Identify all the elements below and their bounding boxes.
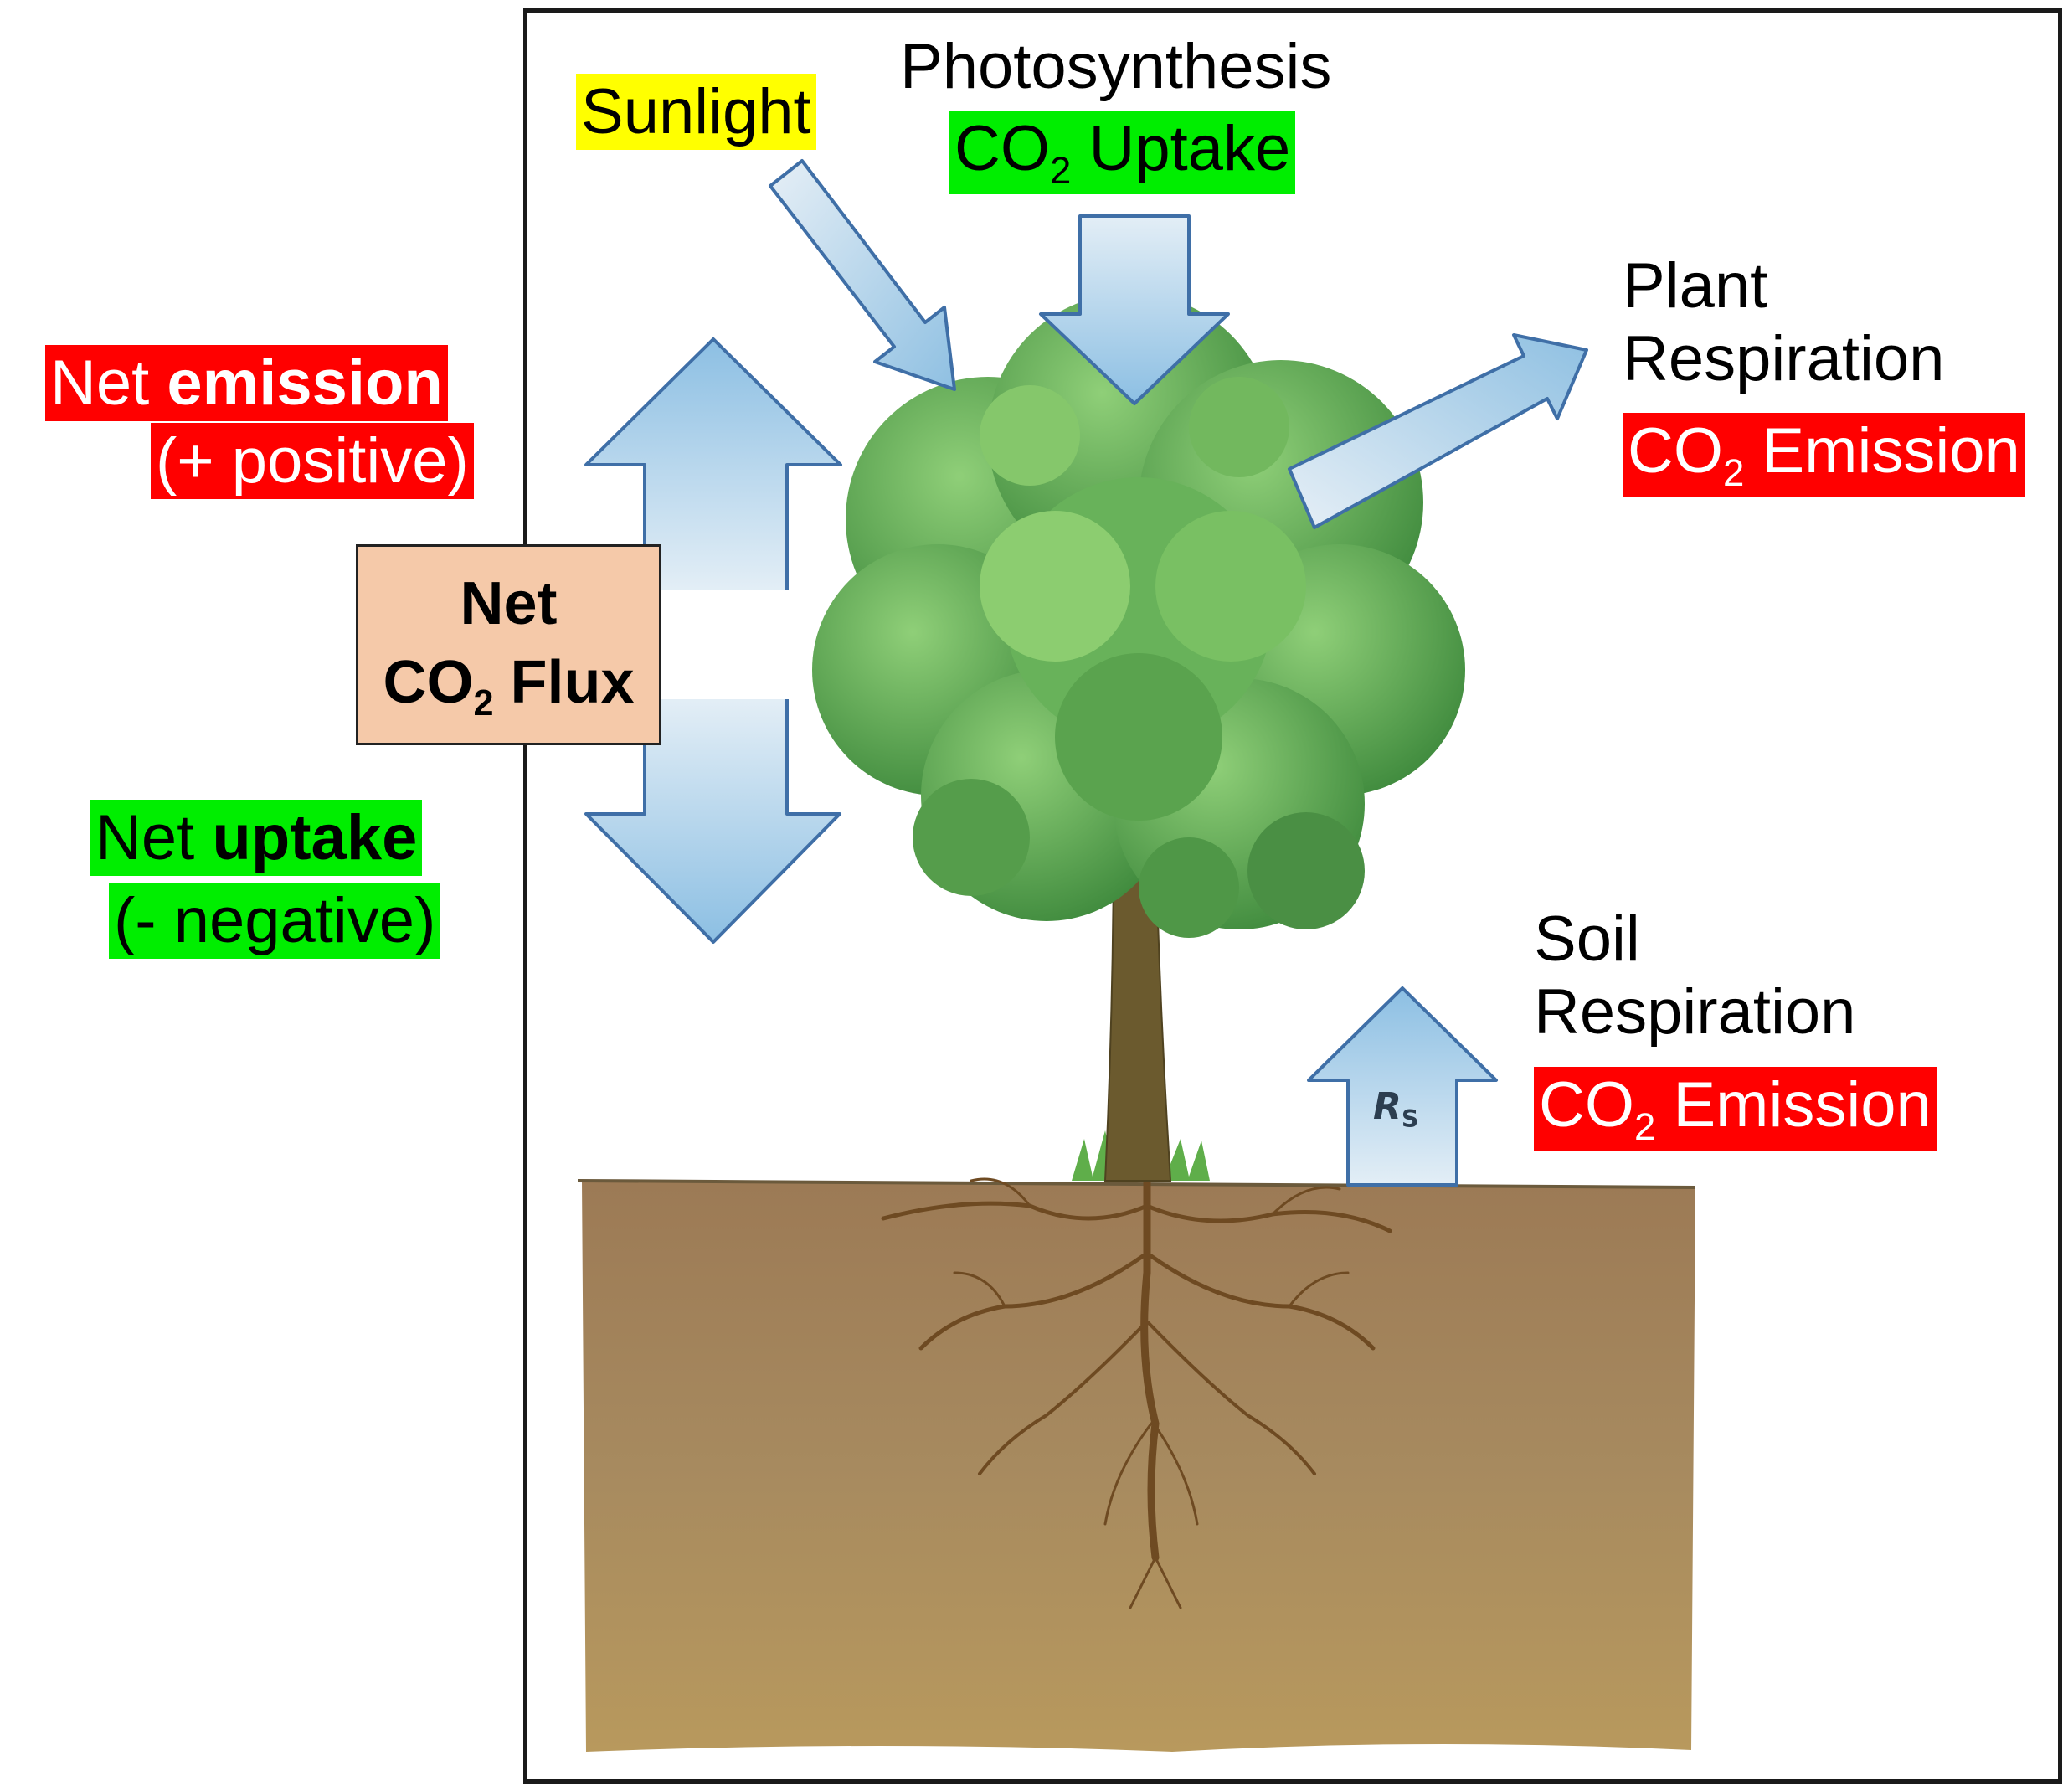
plant-co2-emission-label: CO2 Emission [1623,413,2025,497]
roots [881,1175,1392,1609]
sunlight-arrow [769,159,956,391]
co2-uptake-label: CO2 Uptake [949,111,1296,195]
photosynthesis-label: Photosynthesis [900,31,1332,102]
sunlight-label: Sunlight [576,74,816,151]
plant-respiration-label: Plant Respiration [1623,250,1945,395]
diagram-frame [523,8,2062,1784]
soil-respiration-label: Soil Respiration [1534,904,1856,1048]
soil-respiration-arrow [1307,986,1498,1187]
net-uptake-label: Net uptake [90,800,423,877]
soil-co2-emission-label: CO2 Emission [1534,1067,1937,1151]
soil-block [577,1179,1696,1752]
net-emission-label: Net emission [45,345,448,422]
net-flux-double-arrow [584,337,842,944]
tree-foliage [812,293,1465,938]
plant-respiration-arrow [1288,333,1588,529]
net-co2-flux-box: Net CO2 Flux [356,544,661,745]
net-emission-sign: (+ positive) [151,423,474,500]
photosynthesis-arrow [1039,214,1230,405]
rs-label: RS [1373,1085,1419,1133]
net-uptake-sign: (- negative) [109,883,441,960]
